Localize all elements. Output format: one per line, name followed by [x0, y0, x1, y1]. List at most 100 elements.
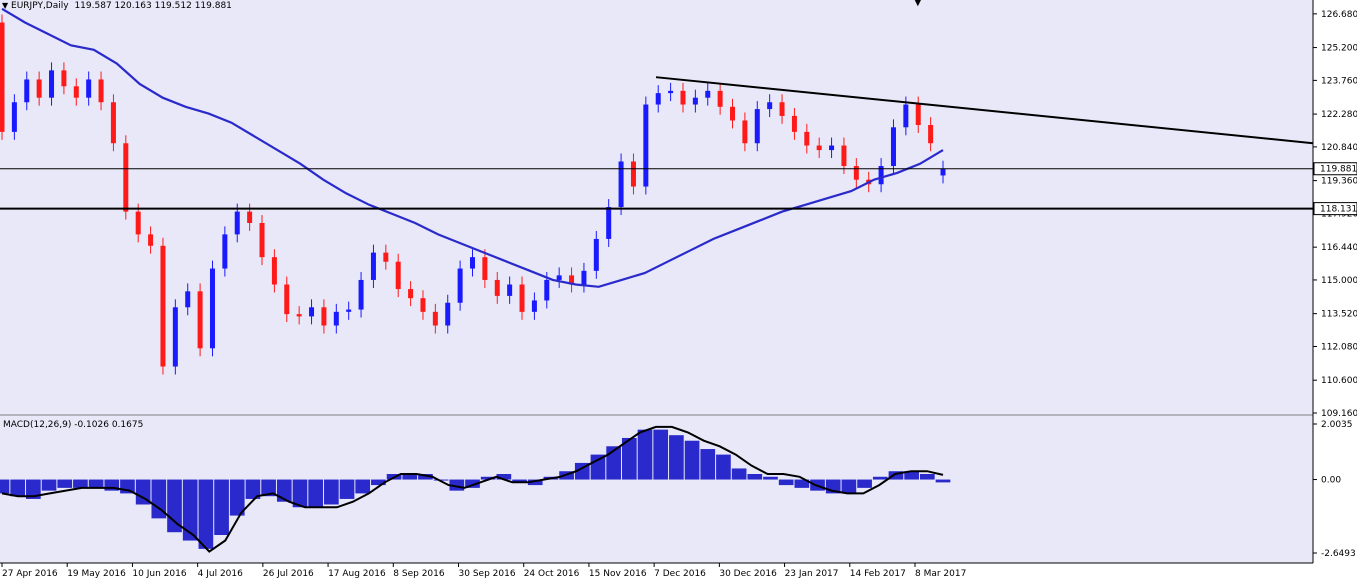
candle-body [531, 300, 537, 312]
macd-histogram-bar [324, 479, 339, 505]
candle-body [123, 143, 129, 212]
macd-histogram-bar [371, 479, 386, 486]
macd-histogram-bar [73, 479, 88, 488]
macd-histogram-bar [606, 446, 621, 480]
macd-histogram-bar [684, 440, 700, 480]
candle-body [940, 168, 946, 176]
macd-histogram-bar [465, 479, 480, 488]
candle-body [878, 166, 884, 185]
candle-body [383, 252, 389, 262]
candle-body [247, 211, 253, 223]
candle-body [346, 309, 352, 312]
macd-histogram-bar [418, 474, 433, 480]
price-axis: 126.680 125.200 123.760 122.280 120.840 119.3… [1313, 10, 1357, 419]
price-tick-label: 122.280 [1321, 110, 1357, 120]
time-tick-label: 19 May 2016 [67, 569, 126, 579]
macd-histogram-bar [935, 479, 951, 483]
candle-body [457, 268, 463, 303]
candle-body [829, 145, 835, 151]
symbol-timeframe: EURJPY,Daily [11, 1, 69, 11]
candle-body [73, 86, 79, 98]
candle-body [754, 109, 760, 144]
price-tick-label: 119.360 [1321, 177, 1357, 187]
candle-body [197, 291, 203, 349]
candles-layer [0, 14, 946, 375]
candle-body [544, 279, 550, 301]
macd-histogram-bar [245, 479, 261, 499]
current-price-tag-box [1313, 162, 1357, 176]
candle-body [395, 261, 401, 290]
macd-histogram-bar [904, 471, 919, 480]
price-tick-label: 109.160 [1321, 409, 1357, 419]
chart-header: ▼ EURJPY,Daily 119.587 120.163 119.512 1… [2, 1, 232, 11]
price-tick-label: 120.840 [1321, 143, 1357, 153]
time-tick-label: 27 Apr 2016 [2, 569, 58, 579]
candle-body [148, 234, 154, 246]
candle-body [816, 145, 822, 151]
candle-body [259, 222, 265, 258]
price-tick-label: 116.440 [1321, 243, 1357, 253]
macd-histogram-bar [292, 479, 308, 508]
macd-axis: 2.0035 0.00 -2.6493 [1313, 420, 1356, 559]
candle-body [222, 234, 228, 269]
macd-histogram-bar [57, 479, 73, 488]
macd-histogram-bar [716, 454, 731, 480]
candle-body [432, 311, 438, 326]
macd-histogram-bar [182, 479, 198, 541]
moving-average-line [1, 7, 944, 288]
macd-histogram-bar [747, 474, 763, 480]
macd-histogram-bar [590, 454, 606, 480]
macd-histogram-bar [229, 479, 245, 516]
macd-histogram-bar [637, 429, 653, 480]
candle-body [0, 22, 5, 132]
price-tick-label: 123.760 [1321, 76, 1357, 86]
candle-body [321, 307, 327, 326]
macd-histogram-bar [527, 479, 543, 486]
price-tick-label: 110.600 [1321, 376, 1357, 386]
candle-body [98, 79, 104, 103]
macd-histogram-bar [355, 479, 371, 494]
macd-histogram-bar [763, 476, 778, 480]
candle-body [234, 211, 240, 235]
candle-body [593, 238, 599, 271]
macd-histogram-bar [261, 479, 276, 497]
candle-body [841, 145, 847, 167]
candle-body [668, 90, 674, 94]
macd-histogram-bar [700, 449, 716, 480]
current-price-tag: 119.881 [1320, 165, 1357, 175]
candle-body [730, 106, 736, 121]
candle-body [556, 275, 562, 280]
macd-tick-label: -2.6493 [1321, 549, 1356, 559]
macd-histogram-bar [339, 479, 355, 499]
candle-body [24, 79, 30, 103]
macd-histogram-bar [433, 479, 449, 481]
candle-body [804, 131, 810, 146]
candle-body [160, 245, 166, 367]
macd-histogram-bar [449, 479, 465, 491]
resistance-trendline [655, 76, 1314, 145]
macd-histogram-bar [214, 479, 229, 535]
macd-histogram-bar [794, 479, 810, 488]
time-axis-background [0, 563, 1357, 587]
candle-body [928, 125, 934, 144]
scroll-marker-icon[interactable]: ▼ [914, 0, 922, 8]
candle-body [655, 93, 661, 105]
time-tick-label: 17 Aug 2016 [328, 569, 386, 579]
macd-histogram-bar [480, 476, 496, 480]
time-tick-label: 30 Dec 2016 [719, 569, 777, 579]
macd-histogram-bar [151, 479, 167, 519]
time-tick-label: 15 Nov 2016 [589, 569, 647, 579]
price-tick-label: 126.680 [1321, 10, 1357, 20]
macd-tick-label: 0.00 [1321, 476, 1341, 486]
macd-histogram-bar [512, 479, 527, 483]
macd-layer [0, 425, 951, 553]
candle-body [903, 104, 909, 128]
macd-histogram-bar [669, 435, 684, 480]
time-tick-label: 8 Mar 2017 [915, 569, 966, 579]
macd-histogram-bar [198, 479, 214, 549]
time-tick-label: 7 Dec 2016 [654, 569, 706, 579]
candle-body [692, 97, 698, 105]
collapse-icon[interactable]: ▼ [2, 1, 9, 10]
candle-body [36, 79, 42, 98]
